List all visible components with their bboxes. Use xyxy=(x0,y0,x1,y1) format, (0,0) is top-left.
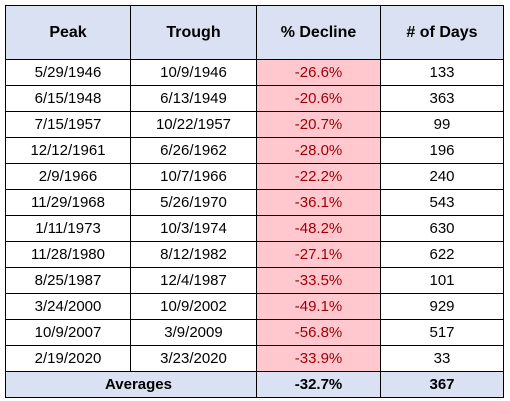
table-row: 8/25/1987 12/4/1987 -33.5% 101 xyxy=(5,267,504,294)
decline-cell: -56.8% xyxy=(256,319,381,346)
trough-cell: 3/23/2020 xyxy=(130,345,257,372)
trough-cell: 10/7/1966 xyxy=(130,163,257,190)
decline-cell: -33.9% xyxy=(256,345,381,372)
days-cell: 543 xyxy=(380,189,504,216)
days-cell: 196 xyxy=(380,137,504,164)
days-cell: 240 xyxy=(380,163,504,190)
trough-cell: 6/13/1949 xyxy=(130,85,257,112)
peak-cell: 10/9/2007 xyxy=(5,319,131,346)
peak-cell: 12/12/1961 xyxy=(5,137,131,164)
peak-cell: 7/15/1957 xyxy=(5,111,131,138)
days-cell: 33 xyxy=(380,345,504,372)
peak-cell: 2/9/1966 xyxy=(5,163,131,190)
trough-cell: 10/3/1974 xyxy=(130,215,257,242)
table-row: 10/9/2007 3/9/2009 -56.8% 517 xyxy=(5,319,504,346)
trough-cell: 10/9/1946 xyxy=(130,59,257,86)
trough-cell: 3/9/2009 xyxy=(130,319,257,346)
peak-cell: 6/15/1948 xyxy=(5,85,131,112)
decline-cell: -26.6% xyxy=(256,59,381,86)
peak-cell: 3/24/2000 xyxy=(5,293,131,320)
days-cell: 101 xyxy=(380,267,504,294)
days-cell: 517 xyxy=(380,319,504,346)
table-row: 7/15/1957 10/22/1957 -20.7% 99 xyxy=(5,111,504,138)
peak-cell: 11/28/1980 xyxy=(5,241,131,268)
trough-cell: 12/4/1987 xyxy=(130,267,257,294)
table-row: 11/28/1980 8/12/1982 -27.1% 622 xyxy=(5,241,504,268)
days-cell: 99 xyxy=(380,111,504,138)
table-row: 2/9/1966 10/7/1966 -22.2% 240 xyxy=(5,163,504,190)
table-row: 1/11/1973 10/3/1974 -48.2% 630 xyxy=(5,215,504,242)
peak-cell: 2/19/2020 xyxy=(5,345,131,372)
header-row: Peak Trough % Decline # of Days xyxy=(5,5,504,60)
trough-cell: 10/22/1957 xyxy=(130,111,257,138)
header-decline: % Decline xyxy=(256,5,381,60)
decline-cell: -20.6% xyxy=(256,85,381,112)
decline-cell: -48.2% xyxy=(256,215,381,242)
trough-cell: 6/26/1962 xyxy=(130,137,257,164)
decline-cell: -28.0% xyxy=(256,137,381,164)
table-row: 12/12/1961 6/26/1962 -28.0% 196 xyxy=(5,137,504,164)
averages-label: Averages xyxy=(5,371,257,398)
bear-market-table: Peak Trough % Decline # of Days 5/29/194… xyxy=(5,5,504,398)
trough-cell: 5/26/1970 xyxy=(130,189,257,216)
days-cell: 133 xyxy=(380,59,504,86)
table-row: 2/19/2020 3/23/2020 -33.9% 33 xyxy=(5,345,504,372)
days-cell: 622 xyxy=(380,241,504,268)
average-decline: -32.7% xyxy=(256,371,381,398)
header-trough: Trough xyxy=(130,5,257,60)
decline-cell: -20.7% xyxy=(256,111,381,138)
table-row: 5/29/1946 10/9/1946 -26.6% 133 xyxy=(5,59,504,86)
peak-cell: 8/25/1987 xyxy=(5,267,131,294)
peak-cell: 1/11/1973 xyxy=(5,215,131,242)
decline-cell: -33.5% xyxy=(256,267,381,294)
trough-cell: 10/9/2002 xyxy=(130,293,257,320)
table-row: 6/15/1948 6/13/1949 -20.6% 363 xyxy=(5,85,504,112)
peak-cell: 11/29/1968 xyxy=(5,189,131,216)
decline-cell: -22.2% xyxy=(256,163,381,190)
table-row: 11/29/1968 5/26/1970 -36.1% 543 xyxy=(5,189,504,216)
days-cell: 929 xyxy=(380,293,504,320)
days-cell: 363 xyxy=(380,85,504,112)
table-row: 3/24/2000 10/9/2002 -49.1% 929 xyxy=(5,293,504,320)
trough-cell: 8/12/1982 xyxy=(130,241,257,268)
header-peak: Peak xyxy=(5,5,131,60)
header-days: # of Days xyxy=(380,5,504,60)
decline-cell: -49.1% xyxy=(256,293,381,320)
decline-cell: -36.1% xyxy=(256,189,381,216)
decline-cell: -27.1% xyxy=(256,241,381,268)
days-cell: 630 xyxy=(380,215,504,242)
average-days: 367 xyxy=(380,371,504,398)
averages-row: Averages -32.7% 367 xyxy=(5,371,504,398)
peak-cell: 5/29/1946 xyxy=(5,59,131,86)
table-body: 5/29/1946 10/9/1946 -26.6% 133 6/15/1948 6/13… xyxy=(5,59,504,372)
